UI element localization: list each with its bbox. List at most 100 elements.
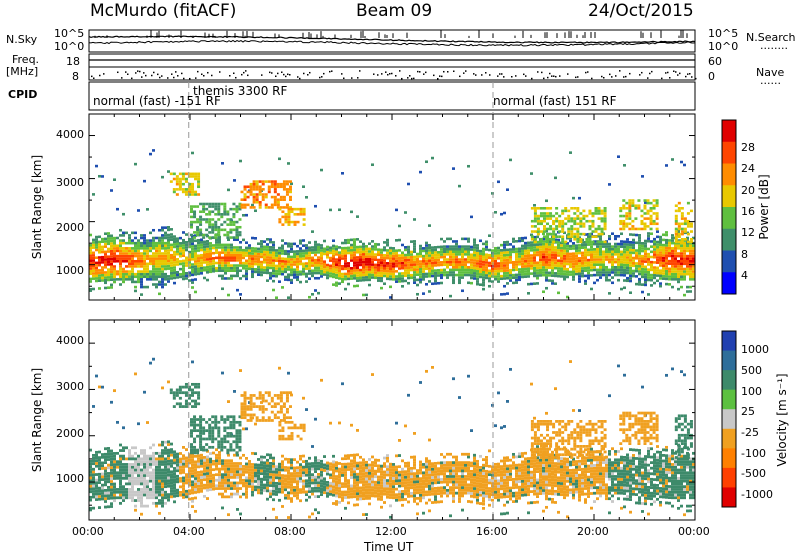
heatmap-cell <box>146 482 149 486</box>
heatmap-cell <box>209 468 212 472</box>
heatmap-cell <box>119 262 122 266</box>
heatmap-cell <box>226 231 230 234</box>
heatmap-cell <box>332 244 335 248</box>
heatmap-cell <box>152 239 155 242</box>
heatmap-cell <box>569 270 572 274</box>
heatmap-cell <box>461 245 464 248</box>
heatmap-cell <box>677 240 681 244</box>
heatmap-cell <box>371 245 374 248</box>
heatmap-cell <box>152 471 155 475</box>
heatmap-cell <box>386 269 389 273</box>
heatmap-cell <box>383 241 386 244</box>
heatmap-cell <box>284 267 287 271</box>
heatmap-cell <box>98 269 101 272</box>
heatmap-cell <box>248 267 251 271</box>
heatmap-cell <box>284 457 287 461</box>
heatmap-cell <box>374 245 377 249</box>
heatmap-cell <box>668 252 671 255</box>
heatmap-cell <box>122 490 125 494</box>
heatmap-cell <box>479 252 482 255</box>
heatmap-cell <box>605 247 608 251</box>
heatmap-cell <box>272 470 275 474</box>
heatmap-cell <box>199 231 203 234</box>
heatmap-cell <box>255 198 259 201</box>
heatmap-cell <box>512 263 515 267</box>
heatmap-cell <box>644 244 647 248</box>
heatmap-cell <box>152 275 155 279</box>
heatmap-cell <box>476 277 479 281</box>
heatmap-cell <box>92 256 95 260</box>
heatmap-cell <box>164 265 167 268</box>
heatmap-cell <box>674 209 678 213</box>
heatmap-cell <box>407 250 410 254</box>
heatmap-cell <box>110 265 113 269</box>
heatmap-cell <box>455 245 458 248</box>
heatmap-cell <box>239 159 242 163</box>
heatmap-cell <box>368 278 371 282</box>
heatmap-cell <box>467 164 470 168</box>
heatmap-cell <box>119 479 122 483</box>
heatmap-cell <box>158 267 161 271</box>
heatmap-cell <box>266 483 269 487</box>
heatmap-cell <box>632 272 635 275</box>
heatmap-cell <box>644 201 647 204</box>
heatmap-cell <box>267 185 271 189</box>
heatmap-cell <box>113 252 116 255</box>
heatmap-cell <box>227 277 230 280</box>
heatmap-cell <box>659 256 662 260</box>
heatmap-cell <box>215 464 218 468</box>
heatmap-cell <box>182 251 185 255</box>
heatmap-cell <box>626 253 629 257</box>
heatmap-cell <box>179 485 182 489</box>
heatmap-cell <box>161 254 164 258</box>
heatmap-cell <box>329 259 332 262</box>
heatmap-cell <box>196 220 200 224</box>
heatmap-cell <box>404 266 407 270</box>
heatmap-cell <box>527 292 530 295</box>
heatmap-cell <box>473 243 476 247</box>
heatmap-cell <box>521 257 524 261</box>
heatmap-cell <box>542 258 545 261</box>
heatmap-cell <box>176 242 179 246</box>
heatmap-cell <box>131 446 134 450</box>
heatmap-cell <box>641 273 644 276</box>
heatmap-cell <box>362 278 365 282</box>
heatmap-cell <box>205 202 209 206</box>
heatmap-cell <box>284 249 287 253</box>
nave-dot <box>399 70 401 72</box>
heatmap-cell <box>434 271 437 275</box>
heatmap-cell <box>116 207 119 211</box>
heatmap-cell <box>689 259 692 263</box>
heatmap-cell <box>431 269 434 273</box>
heatmap-cell <box>392 270 395 273</box>
heatmap-cell <box>188 497 191 501</box>
heatmap-cell <box>572 262 575 266</box>
heatmap-cell <box>585 238 589 241</box>
heatmap-cell <box>359 245 362 249</box>
heatmap-cell <box>107 474 110 478</box>
heatmap-cell <box>302 487 305 491</box>
heatmap-cell <box>416 270 419 274</box>
heatmap-cell <box>503 274 506 278</box>
heatmap-cell <box>134 244 137 248</box>
heatmap-cell <box>188 253 191 256</box>
heatmap-cell <box>232 213 236 216</box>
heatmap-cell <box>239 293 242 296</box>
heatmap-cell <box>110 460 113 464</box>
heatmap-cell <box>218 261 221 265</box>
heatmap-cell <box>164 493 167 497</box>
heatmap-cell <box>407 258 410 262</box>
heatmap-cell <box>509 271 512 275</box>
heatmap-cell <box>419 278 422 281</box>
heatmap-cell <box>536 240 539 244</box>
heatmap-cell <box>270 185 274 189</box>
nave-dot <box>287 73 289 76</box>
heatmap-cell <box>206 483 209 487</box>
heatmap-cell <box>131 482 134 486</box>
heatmap-cell <box>566 295 569 299</box>
heatmap-cell <box>428 251 431 255</box>
heatmap-cell <box>683 270 686 273</box>
heatmap-cell <box>290 271 293 274</box>
heatmap-cell <box>564 222 568 226</box>
heatmap-cell <box>269 271 272 275</box>
